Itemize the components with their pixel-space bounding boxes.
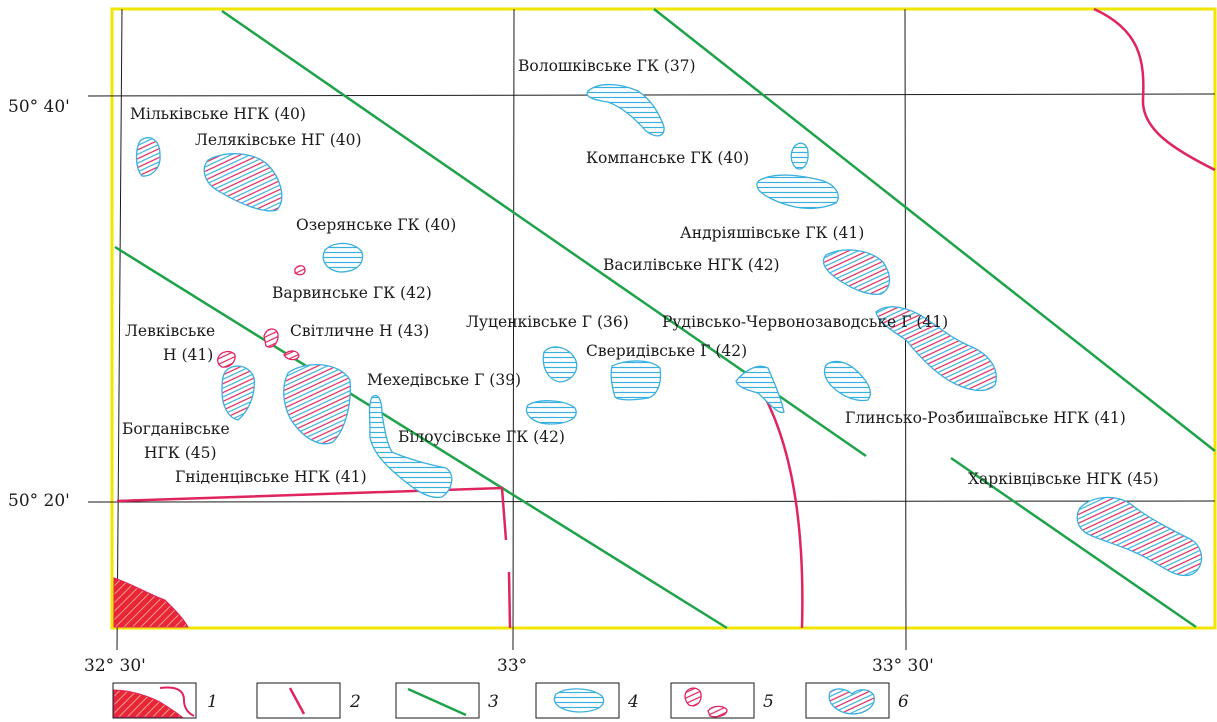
legend: 1 2 3 4 5 6: [112, 682, 909, 719]
salt-dome: [113, 577, 189, 628]
legend-item-2: 2: [256, 682, 361, 719]
field-svitlychne-a: [263, 328, 279, 348]
legend-item-1: 1: [112, 682, 218, 719]
legend-num-5: 5: [763, 692, 774, 712]
fault-line: [758, 387, 804, 629]
legend-item-6: 6: [805, 682, 909, 719]
green-line: [653, 8, 1216, 452]
coordinate-grid: [87, 8, 1216, 651]
label-vasylivske: Василівське НГК (42): [603, 256, 780, 274]
faults: [116, 7, 1216, 629]
field-rudivske: [735, 365, 785, 414]
label-leliakivske: Леляківське НГ (40): [195, 131, 362, 149]
field-hnidentsivske: [283, 363, 351, 445]
label-mekhedivske: Мехедівське Г (39): [367, 371, 521, 389]
field-voloshkivske: [586, 83, 665, 137]
grid-lat-40: [87, 93, 1216, 97]
label-svitlychne: Світличне Н (43): [290, 322, 429, 340]
legend-salt-dome-line: [159, 686, 195, 717]
legend-fault-symbol: [288, 687, 306, 715]
legend-oil-gas-field-symbol: [828, 688, 875, 715]
legend-num-1: 1: [207, 692, 218, 712]
green-lines: [114, 8, 1216, 630]
label-bohdanivske-1: Богданівське: [122, 420, 230, 438]
field-milkivske: [135, 137, 161, 177]
lon-label-right: 33° 30': [872, 656, 934, 676]
grid-lon-33: [512, 8, 515, 651]
label-andriiashivske: Андріяшівське ГК (41): [680, 224, 864, 242]
field-varvynske: [294, 265, 306, 276]
fault-line: [1093, 7, 1216, 172]
label-voloshkivske: Волошківське ГК (37): [518, 57, 696, 75]
label-milkivske: Мільківське НГК (40): [130, 105, 306, 123]
field-mekhedivske: [525, 400, 577, 425]
field-lutsenkivske: [542, 346, 578, 383]
label-glynske: Глинсько-Розбишаївське НГК (41): [845, 409, 1126, 427]
green-line: [114, 245, 728, 630]
field-bohdanivske: [221, 365, 255, 421]
label-ozeriansk: Озерянське ГК (40): [296, 216, 456, 234]
lon-label-mid: 33°: [497, 656, 527, 676]
label-bohdanivske-2: НГК (45): [144, 444, 217, 462]
legend-item-5: 5: [670, 682, 774, 719]
legend-num-6: 6: [898, 692, 909, 712]
field-kompanske-small: [790, 142, 809, 170]
lat-label-top: 50° 40': [8, 97, 70, 117]
field-ozeriansk: [322, 242, 364, 273]
field-levkivske: [216, 350, 236, 368]
field-sverydivske-east: [823, 360, 872, 402]
label-kompanske: Компанське ГК (40): [586, 149, 749, 167]
green-line: [950, 456, 1197, 629]
legend-gas-field-symbol: [553, 688, 605, 713]
legend-oil-field-symbol-a: [684, 687, 702, 707]
legend-oil-field-symbol-b: [707, 705, 728, 718]
lat-label-bottom: 50° 20': [8, 491, 70, 511]
grid-lat-20: [87, 500, 1216, 503]
label-sverydivske: Сверидівське Г (42): [586, 342, 747, 360]
legend-item-4: 4: [535, 682, 639, 719]
label-lutsenkivske: Луценківське Г (36): [466, 313, 629, 331]
field-kompanske: [756, 174, 839, 210]
legend-green-line-symbol: [407, 687, 467, 717]
label-varvynske: Варвинське ГК (42): [272, 284, 432, 302]
legend-num-3: 3: [488, 692, 499, 712]
field-glynske: [875, 306, 997, 392]
legend-salt-dome-symbol: [113, 689, 184, 718]
field-polygons: [135, 83, 1203, 577]
field-vasylivske: [822, 249, 891, 295]
field-labels: Мільківське НГК (40) Леляківське НГ (40)…: [122, 57, 1159, 488]
legend-num-2: 2: [349, 692, 361, 712]
label-rudivske: Рудівсько-Червонозаводське Г (41): [662, 313, 948, 331]
label-kharkivtsivske: Харківцівське НГК (45): [968, 470, 1159, 488]
label-hnidentsivske: Гніденцівське НГК (41): [175, 468, 367, 486]
field-svitlychne-b: [283, 350, 300, 361]
coordinate-labels: 50° 40' 50° 20' 32° 30' 33° 33° 30': [8, 97, 934, 676]
lon-label-left: 32° 30': [84, 656, 146, 676]
label-levkivske-1: Левківське: [125, 322, 215, 340]
legend-num-4: 4: [627, 692, 639, 712]
legend-item-3: 3: [395, 682, 499, 719]
map-frame: [110, 7, 1217, 630]
label-bilousivske: Білоусівське ГК (42): [398, 428, 565, 446]
fault-line: [116, 486, 508, 541]
label-levkivske-2: Н (41): [163, 346, 213, 364]
fault-line: [507, 571, 512, 629]
field-kharkivtsivske: [1076, 496, 1203, 577]
field-leliakivske: [203, 153, 283, 212]
field-bilousivske: [368, 394, 453, 499]
field-sverydivske: [610, 360, 662, 401]
grid-lon-3230: [116, 8, 123, 651]
